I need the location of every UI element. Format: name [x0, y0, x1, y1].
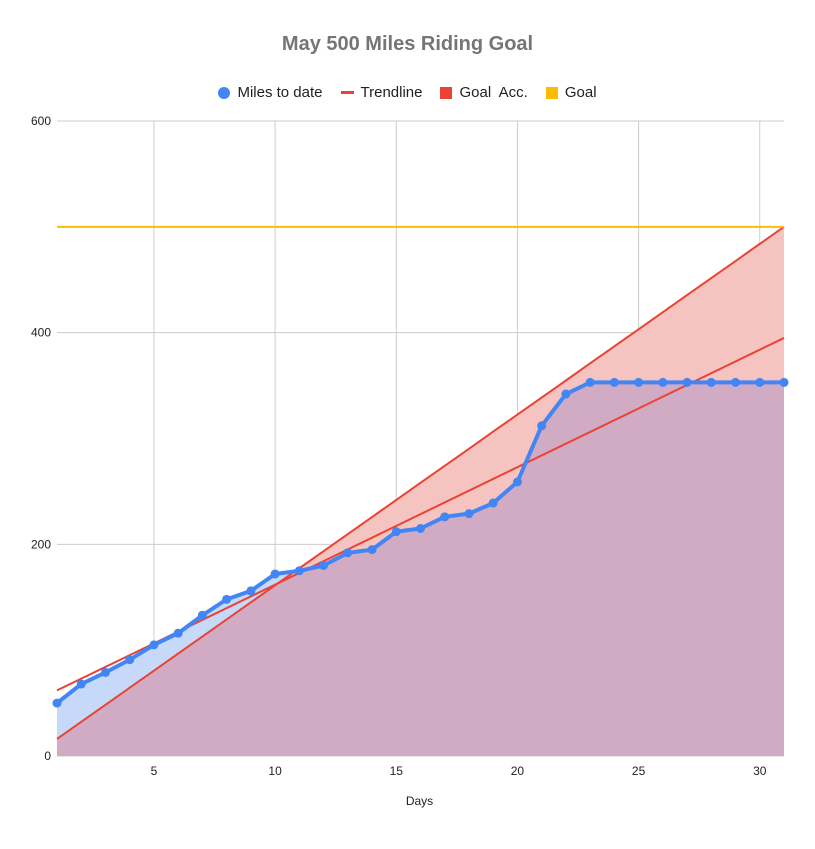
x-tick-label-20: 20	[511, 764, 525, 778]
miles-point-day-3	[100, 667, 110, 677]
miles-point-day-12	[319, 561, 329, 570]
y-tick-label-400: 400	[31, 326, 51, 340]
miles-point-day-20	[512, 477, 522, 487]
miles-point-day-16	[416, 523, 425, 533]
miles-point-day-19	[488, 498, 498, 508]
legend-label-miles: Miles to date	[237, 84, 323, 101]
legend-label-goal-acc: Goal Acc.	[459, 84, 528, 101]
goal-acc-line	[56, 226, 785, 740]
miles-point-day-18	[464, 509, 474, 519]
legend-marker-goal-acc	[440, 86, 453, 99]
x-tick-label-30: 30	[753, 764, 767, 778]
miles-point-day-30	[755, 377, 765, 387]
y-tick-label-0: 0	[44, 749, 51, 763]
miles-point-day-22	[561, 389, 571, 399]
miles-point-day-28	[706, 377, 716, 387]
legend-marker-miles	[218, 86, 231, 99]
miles-point-day-15	[391, 527, 401, 537]
miles-point-day-8	[222, 594, 232, 604]
miles-point-day-2	[76, 679, 86, 689]
y-tick-label-600: 600	[31, 114, 51, 128]
legend-item-goal[interactable]: Goal	[545, 84, 597, 101]
miles-point-day-4	[125, 655, 135, 665]
miles-point-day-11	[294, 566, 304, 576]
miles-point-day-23	[585, 377, 595, 387]
miles-point-day-21	[537, 421, 547, 431]
miles-point-day-26	[658, 377, 668, 387]
overlap-area	[57, 382, 784, 756]
legend-item-miles[interactable]: Miles to date	[218, 84, 323, 101]
y-tick-label-200: 200	[31, 537, 51, 551]
miles-point-day-25	[634, 377, 644, 387]
miles-point-day-7	[197, 610, 207, 620]
miles-point-day-10	[270, 569, 280, 579]
miles-point-day-9	[246, 586, 256, 596]
x-tick-label-15: 15	[390, 764, 404, 778]
miles-point-day-13	[343, 548, 353, 558]
legend-marker-goal	[545, 86, 558, 99]
miles-point-day-5	[149, 640, 159, 650]
chart-title: May 500 Miles Riding Goal	[281, 33, 534, 55]
miles-point-day-14	[367, 545, 377, 555]
miles-point-day-31	[779, 377, 789, 387]
x-tick-label-10: 10	[268, 764, 282, 778]
legend: Miles to date Trendline Goal Acc. Goal	[0, 84, 815, 101]
legend-item-trendline[interactable]: Trendline	[340, 84, 423, 101]
miles-point-day-24	[609, 377, 619, 387]
miles-point-day-1	[52, 698, 62, 708]
miles-point-day-6	[173, 628, 183, 638]
x-tick-label-5: 5	[151, 764, 158, 778]
legend-marker-trendline	[340, 91, 354, 94]
legend-item-goal-acc[interactable]: Goal Acc.	[440, 84, 528, 101]
miles-point-day-29	[731, 377, 741, 387]
miles-point-day-17	[440, 512, 450, 522]
miles-point-day-27	[682, 377, 692, 387]
x-axis-label: Days	[406, 794, 433, 808]
x-tick-label-25: 25	[632, 764, 646, 778]
legend-label-trendline: Trendline	[360, 84, 423, 101]
legend-label-goal: Goal	[564, 84, 597, 101]
